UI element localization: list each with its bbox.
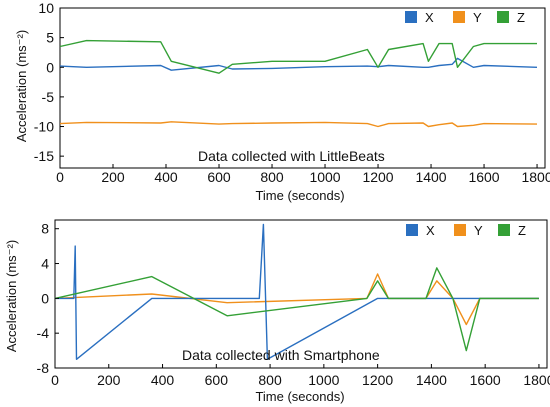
x-tick-label: 1000 <box>308 372 339 388</box>
legend-swatch-z <box>498 224 510 236</box>
legend-label-y: Y <box>474 223 483 238</box>
series-line-z <box>59 39 537 74</box>
legend-label-y: Y <box>473 10 482 25</box>
chart-smartphone: 8 4 0 -4 -8 0 200 400 600 800 1000 1200 1400 1600 180… <box>4 219 550 404</box>
x-tick-label: 1400 <box>415 169 446 185</box>
y-tick-label: 0 <box>46 59 54 75</box>
y-tick-label: -15 <box>34 148 54 164</box>
x-tick-label: 800 <box>258 372 282 388</box>
legend-swatch-x <box>406 224 418 236</box>
series-line-z <box>54 267 539 352</box>
legend-top: X Y Z <box>405 10 525 25</box>
y-tick-label: 5 <box>46 30 54 46</box>
x-tick-label: 600 <box>207 169 231 185</box>
x-tick-label: 1800 <box>523 372 550 388</box>
y-tick-label: 0 <box>41 290 49 306</box>
x-axis-title-top: Time (seconds) <box>255 188 344 203</box>
x-axis-title-bottom: Time (seconds) <box>255 389 344 404</box>
y-axis-title-top: Acceleration (ms⁻²) <box>14 30 29 142</box>
x-tick-label: 1400 <box>416 372 447 388</box>
series-line-x <box>55 223 539 360</box>
y-tick-label: 8 <box>41 221 49 237</box>
annotation-top: Data collected with LittleBeats <box>198 148 385 164</box>
x-tick-label: 200 <box>97 372 121 388</box>
x-tick-label: 1200 <box>362 169 393 185</box>
y-axis-title-bottom: Acceleration (ms⁻²) <box>4 240 19 352</box>
series-line-y <box>59 121 538 128</box>
legend-swatch-y <box>454 224 466 236</box>
chart-littlebeats: 10 5 0 -5 -10 -15 0 200 400 600 800 1000 1200 1400 16… <box>14 0 550 203</box>
legend-label-x: X <box>426 223 435 238</box>
y-tick-label: -4 <box>37 325 50 341</box>
x-tick-label: 1600 <box>470 372 501 388</box>
y-tick-label: -10 <box>34 119 54 135</box>
y-tick-label: 4 <box>41 256 49 272</box>
annotation-bottom: Data collected with Smartphone <box>182 347 380 363</box>
x-tick-label: 0 <box>56 169 64 185</box>
legend-label-z: Z <box>517 10 525 25</box>
x-ticks-top: 0 200 400 600 800 1000 1200 1400 1600 1800 <box>56 164 550 185</box>
series-group-bottom <box>54 223 539 360</box>
legend-swatch-z <box>497 11 509 23</box>
x-tick-label: 0 <box>51 372 59 388</box>
x-ticks-bottom: 0 200 400 600 800 1000 1200 1400 1600 1800 <box>51 364 550 388</box>
legend-label-z: Z <box>518 223 526 238</box>
x-tick-label: 400 <box>151 372 175 388</box>
legend-swatch-y <box>453 11 465 23</box>
x-tick-label: 1000 <box>309 169 340 185</box>
y-ticks-top: 10 5 0 -5 -10 -15 <box>34 0 64 164</box>
plot-frame-top <box>59 7 546 169</box>
x-tick-label: 1800 <box>521 169 550 185</box>
series-group-top <box>59 39 538 128</box>
series-line-x <box>59 57 538 71</box>
y-tick-label: -8 <box>37 360 50 376</box>
x-tick-label: 1600 <box>468 169 499 185</box>
y-tick-label: 10 <box>38 0 54 16</box>
y-ticks-bottom: 8 4 0 -4 -8 <box>37 221 59 376</box>
x-tick-label: 400 <box>154 169 178 185</box>
x-tick-label: 800 <box>260 169 284 185</box>
legend-label-x: X <box>425 10 434 25</box>
y-tick-label: -5 <box>42 89 55 105</box>
x-tick-label: 200 <box>101 169 125 185</box>
legend-swatch-x <box>405 11 417 23</box>
plot-frame-bottom <box>54 219 548 369</box>
legend-bottom: X Y Z <box>406 223 526 238</box>
x-tick-label: 1200 <box>362 372 393 388</box>
x-tick-label: 600 <box>205 372 229 388</box>
